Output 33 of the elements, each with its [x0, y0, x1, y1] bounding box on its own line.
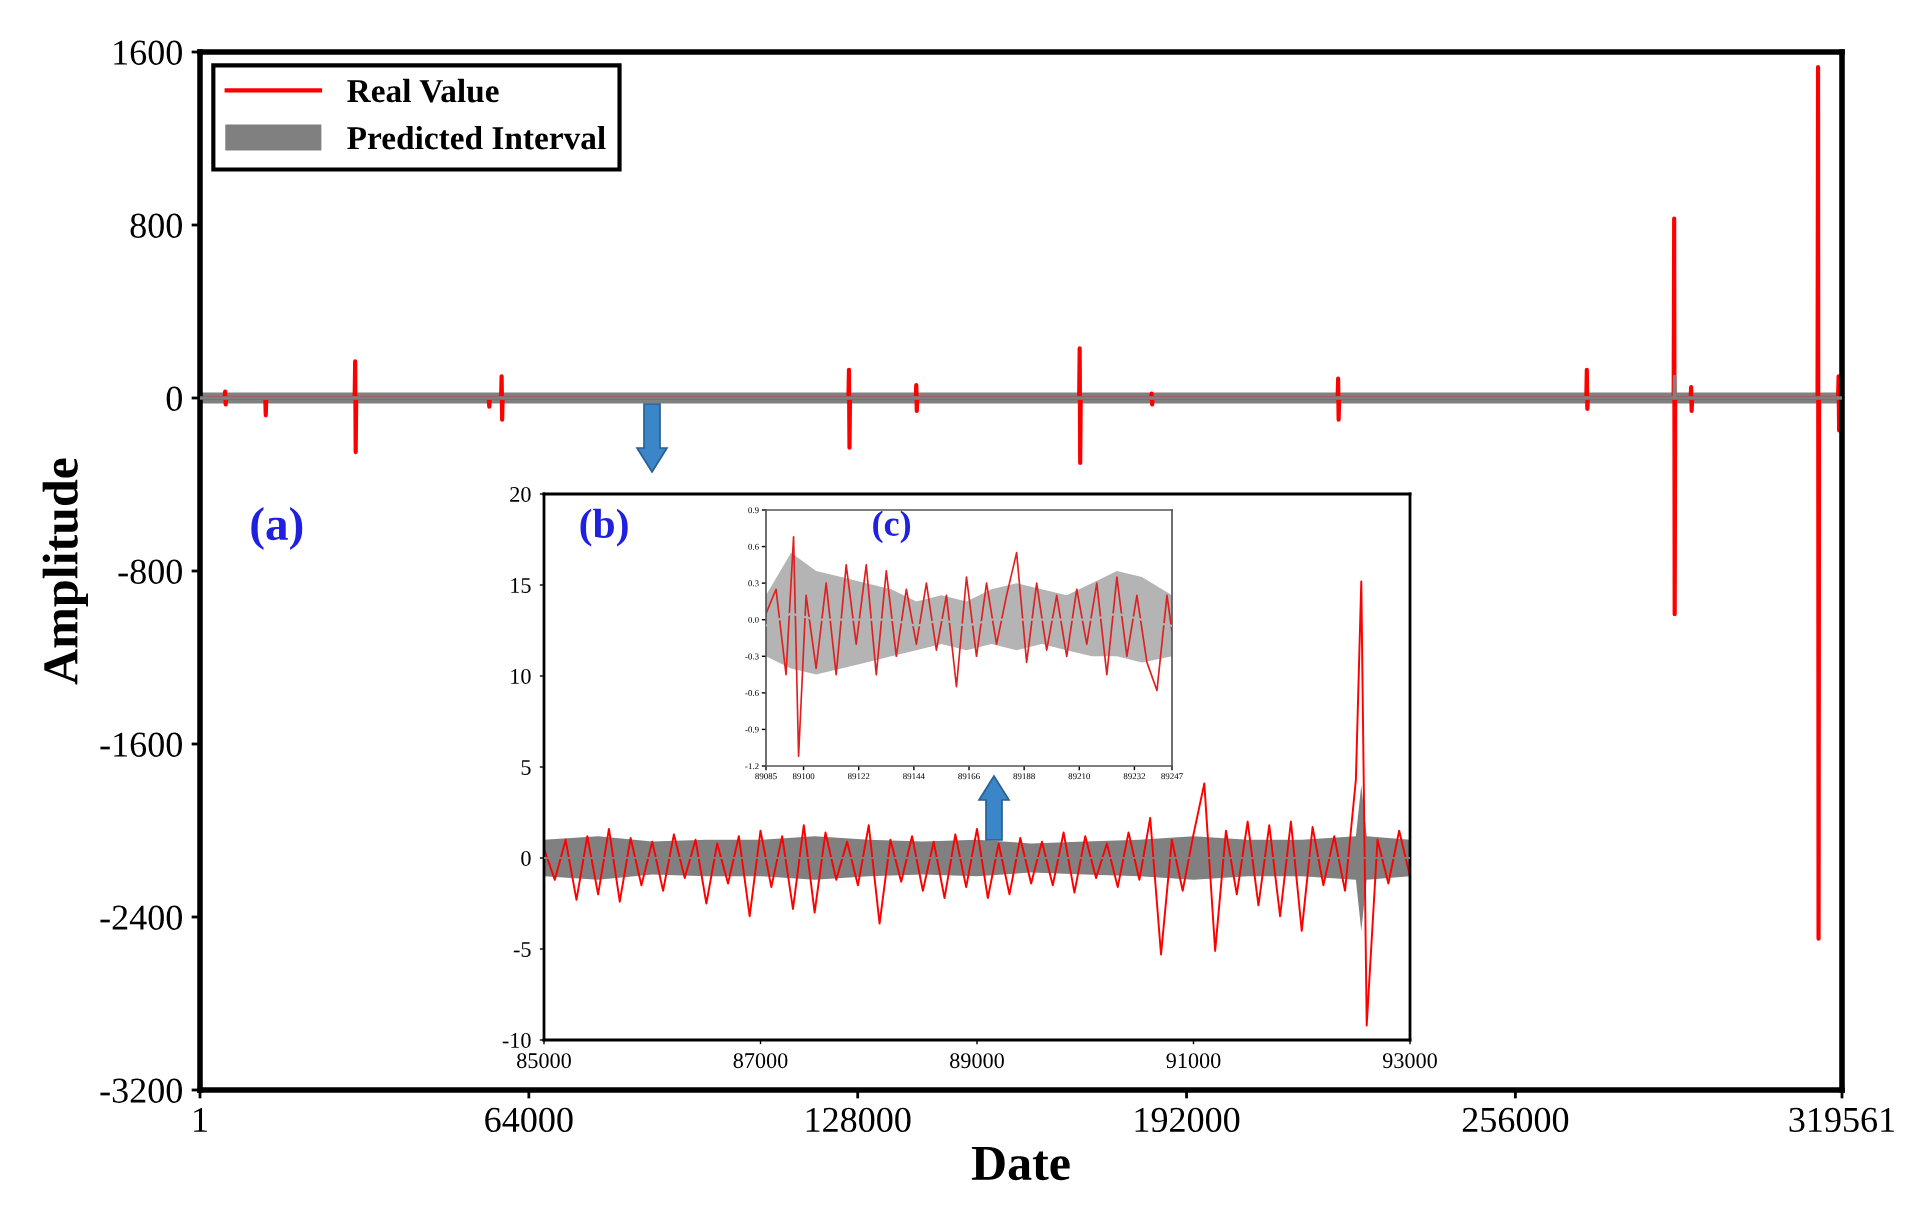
- y-tick-label: -10: [502, 1032, 531, 1048]
- x-tick-label: 256000: [1462, 1107, 1569, 1133]
- y-tick-label: 800: [130, 213, 182, 238]
- annotation: (b): [580, 508, 628, 547]
- y-tick-label: 20: [510, 486, 531, 502]
- x-tick-label: 93000: [1382, 1053, 1437, 1069]
- annotation: (a): [251, 507, 303, 550]
- y-tick-label: -3200: [100, 1078, 182, 1103]
- y-tick-label: -5: [513, 942, 531, 957]
- x-tick-label: 192000: [1135, 1107, 1240, 1133]
- y-tick-label: 5: [521, 760, 531, 775]
- x-tick-label: 64000: [485, 1107, 573, 1133]
- line-series: [544, 580, 1410, 1027]
- x-tick-label: 89000: [950, 1053, 1004, 1069]
- y-tick-label: -1600: [100, 732, 182, 757]
- y-tick-label: -2400: [100, 905, 182, 930]
- annotation: (c): [873, 510, 911, 544]
- legend-label: Real Value: [347, 78, 499, 103]
- x-tick-label: 319561: [1789, 1107, 1894, 1133]
- x-tick-label: 1: [194, 1107, 207, 1132]
- x-tick-label: 128000: [806, 1107, 911, 1133]
- x-tick-label: 91000: [1166, 1053, 1221, 1069]
- y-tick-label: 0: [166, 386, 182, 411]
- y-tick-label: 0: [521, 850, 531, 866]
- x-tick-label: 85000: [517, 1053, 571, 1069]
- x-tick-label: 87000: [733, 1053, 788, 1069]
- y-tick-label: 15: [511, 578, 531, 593]
- y-tick-label: 1600: [114, 40, 182, 65]
- y-tick-label: -800: [118, 559, 182, 584]
- y-axis-title: Amplitude: [42, 458, 88, 685]
- y-tick-label: 10: [511, 668, 531, 684]
- x-axis-title: Date: [971, 1146, 1070, 1181]
- legend-label: Predicted Interval: [347, 125, 606, 150]
